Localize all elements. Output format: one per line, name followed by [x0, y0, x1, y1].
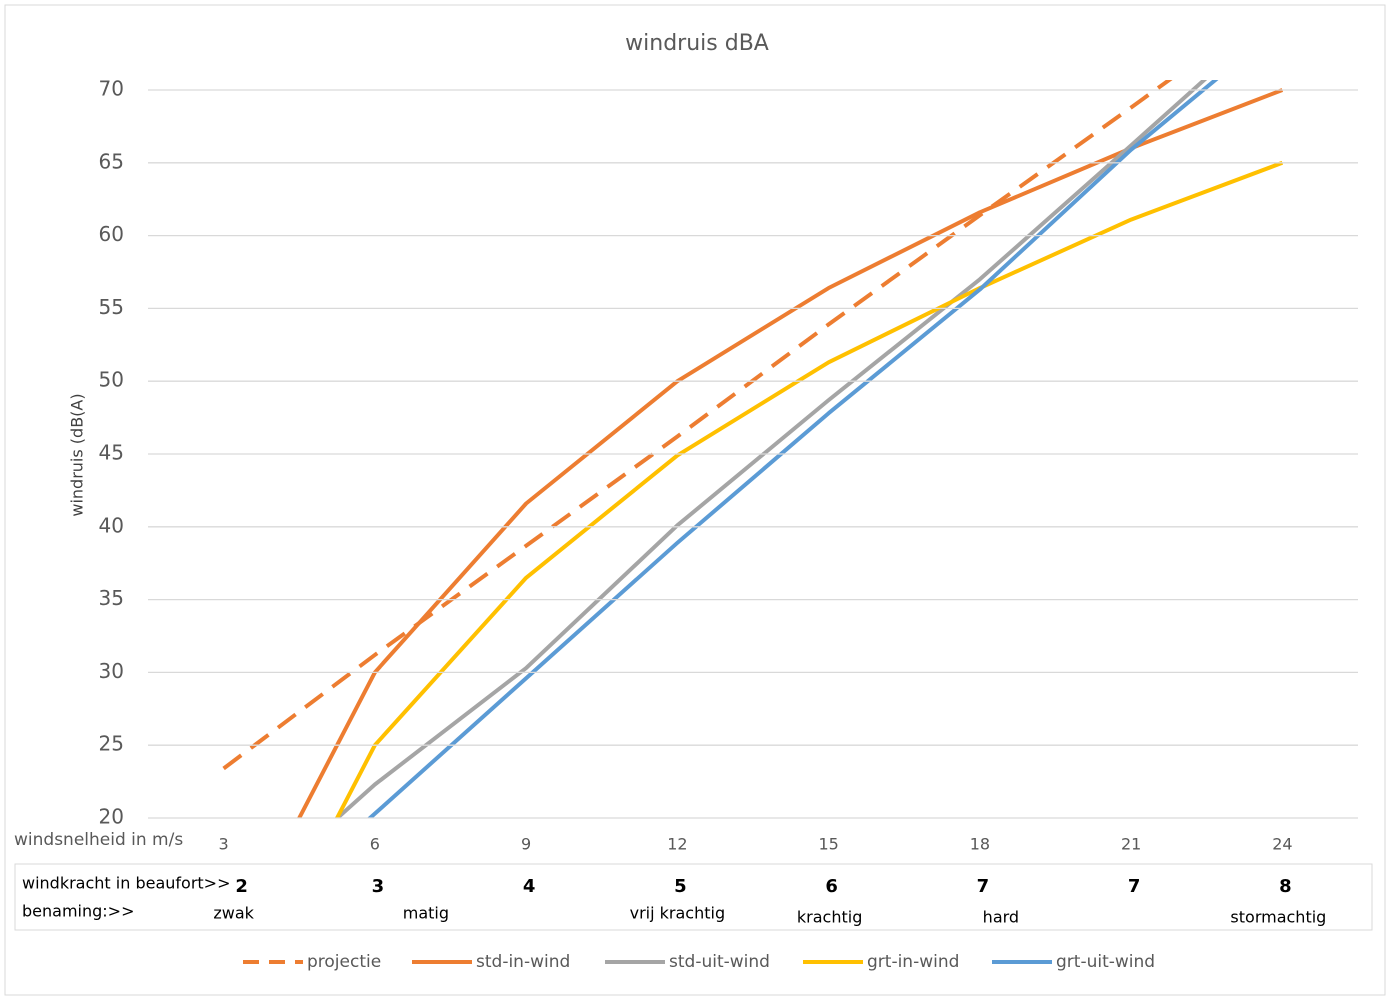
- beaufort-name: krachtig: [797, 908, 862, 927]
- x-tick-label: 21: [1121, 835, 1141, 854]
- names-label: benaming:>>: [22, 902, 134, 921]
- series-line: [296, 88, 1284, 818]
- series-line: [334, 80, 1208, 818]
- y-tick-label: 65: [99, 149, 124, 173]
- plot-lines: [222, 80, 1284, 818]
- y-tick-label: 30: [99, 659, 124, 683]
- beaufort-value: 5: [674, 876, 687, 897]
- beaufort-value: 7: [1128, 876, 1141, 897]
- series-line: [222, 80, 1173, 771]
- x-tick-label: 6: [370, 835, 380, 854]
- legend-label: grt-uit-wind: [1056, 952, 1155, 972]
- beaufort-name: stormachtig: [1230, 908, 1326, 927]
- legend-label: projectie: [307, 952, 381, 972]
- beaufort-name: matig: [403, 904, 449, 923]
- table-box: [14, 863, 1373, 931]
- series-line: [334, 160, 1284, 818]
- y-tick-label: 20: [99, 805, 124, 829]
- beaufort-name: zwak: [213, 904, 254, 923]
- beaufort-label: windkracht in beaufort>>: [22, 874, 230, 893]
- x-tick-label: 9: [521, 835, 531, 854]
- x-axis-label: windsnelheid in m/s: [14, 830, 183, 850]
- beaufort-value: 7: [977, 876, 990, 897]
- y-tick-label: 40: [99, 513, 124, 537]
- chart-border: [4, 4, 1386, 996]
- x-tick-label: 24: [1272, 835, 1292, 854]
- x-tick-label: 18: [970, 835, 990, 854]
- beaufort-value: 8: [1279, 876, 1292, 897]
- beaufort-value: 6: [825, 876, 838, 897]
- y-axis-label: windruis (dB(A): [68, 393, 87, 516]
- y-tick-label: 60: [99, 222, 124, 246]
- x-tick-label: 12: [667, 835, 687, 854]
- y-tick-label: 35: [99, 586, 124, 610]
- y-tick-label: 50: [99, 368, 124, 392]
- y-tick-label: 25: [99, 732, 124, 756]
- legend-label: std-in-wind: [476, 952, 570, 972]
- x-tick-label: 15: [818, 835, 838, 854]
- legend-label: std-uit-wind: [669, 952, 770, 972]
- y-tick-label: 45: [99, 441, 124, 465]
- beaufort-value: 2: [235, 876, 248, 897]
- series-line: [366, 80, 1219, 818]
- legend-label: grt-in-wind: [867, 952, 959, 972]
- beaufort-value: 4: [523, 876, 536, 897]
- y-tick-label: 55: [99, 295, 124, 319]
- chart-title: windruis dBA: [625, 31, 769, 56]
- x-tick-label: 3: [219, 835, 229, 854]
- y-tick-label: 70: [99, 77, 124, 101]
- beaufort-name: hard: [983, 908, 1019, 927]
- beaufort-name: vrij krachtig: [630, 904, 725, 923]
- beaufort-value: 3: [372, 876, 385, 897]
